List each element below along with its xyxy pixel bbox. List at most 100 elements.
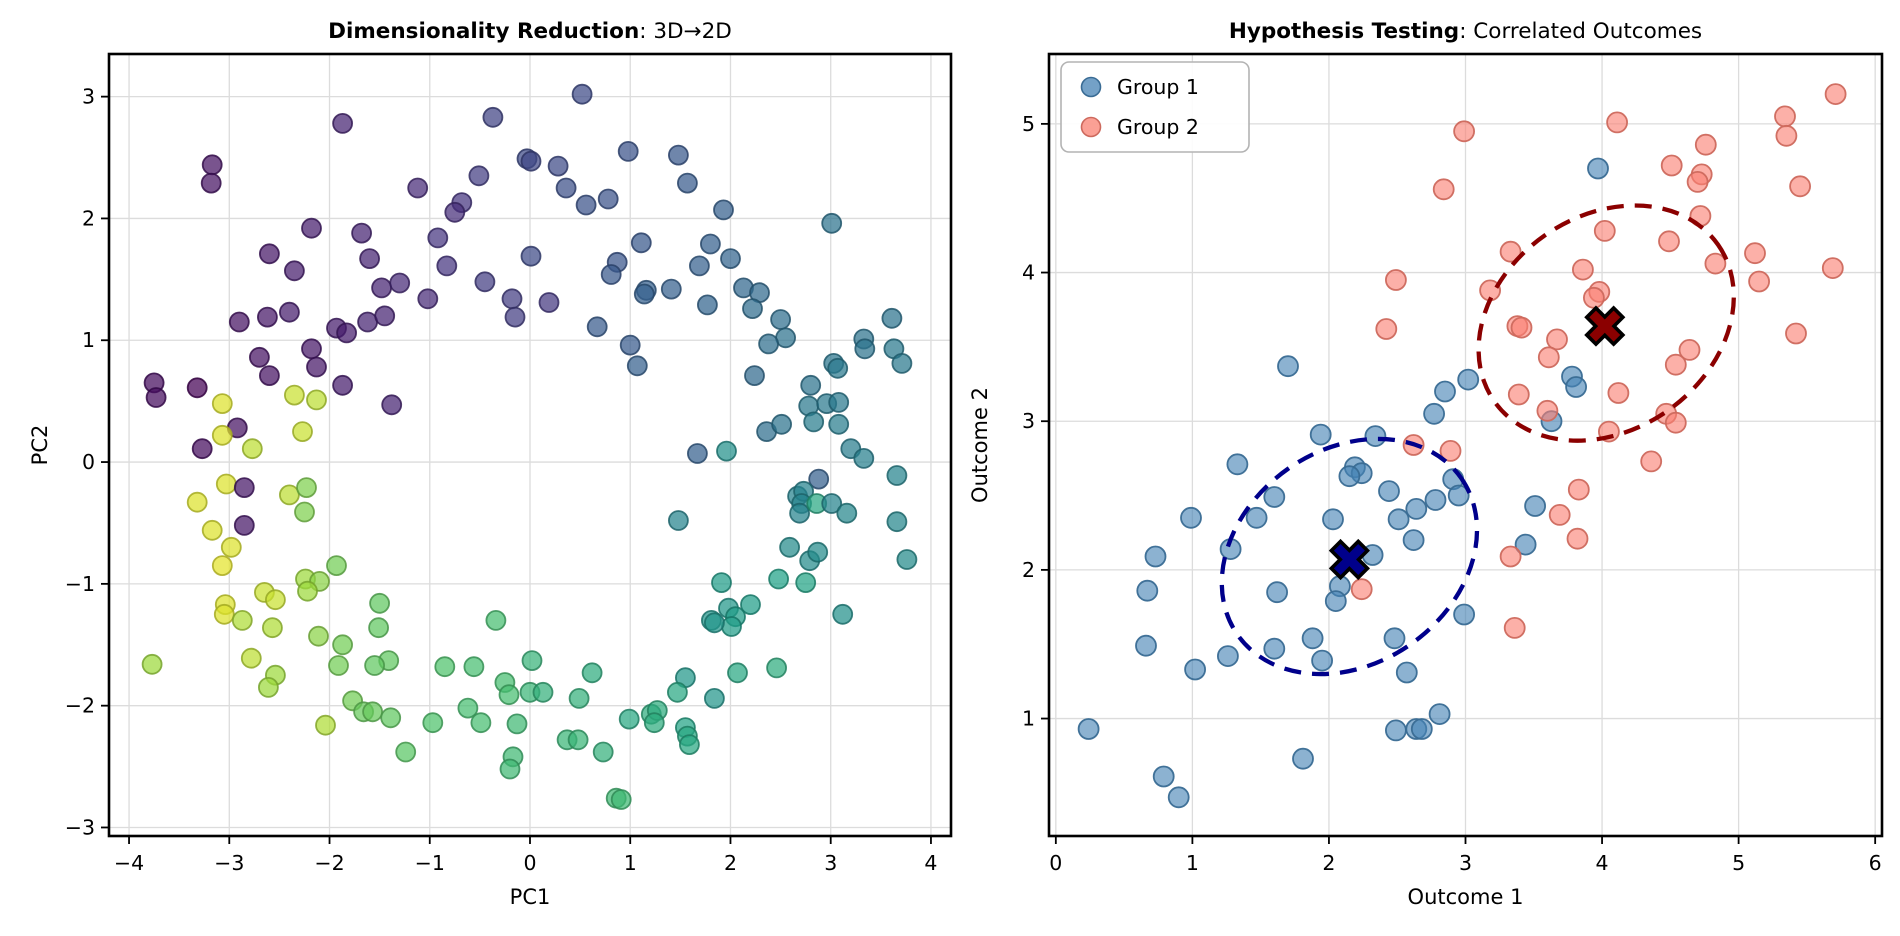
scatter-point: [521, 650, 543, 671]
scatter-point: [1704, 252, 1727, 275]
scatter-point: [1338, 465, 1361, 488]
scatter-point: [1664, 411, 1687, 434]
scatter-point: [1658, 230, 1680, 253]
scatter-point: [617, 140, 639, 162]
scatter-point: [828, 391, 850, 413]
scatter-point: [1292, 747, 1314, 770]
scatter-point: [1395, 661, 1418, 684]
scatter-point: [758, 333, 779, 355]
scatter-point: [742, 298, 763, 320]
scatter-point: [306, 389, 327, 411]
scatter-point: [538, 292, 560, 313]
scatter-point: [1324, 590, 1347, 612]
scatter-point: [1217, 645, 1239, 667]
scatter-point: [145, 387, 167, 408]
scatter-point: [1567, 478, 1590, 501]
scatter-point: [1263, 637, 1286, 660]
scatter-point: [308, 625, 329, 647]
scatter-point: [1744, 242, 1766, 265]
x-tick-label: 1: [1186, 851, 1199, 875]
scatter-point: [1678, 338, 1701, 361]
scatter-point: [1277, 355, 1299, 378]
scatter-point: [1387, 508, 1410, 531]
scatter-point: [660, 278, 682, 300]
scatter-point: [1537, 346, 1560, 369]
group2-mean-x-icon: [1584, 305, 1626, 347]
x-tick-label: −4: [114, 851, 144, 875]
scatter-point: [498, 684, 520, 706]
scatter-point: [689, 255, 710, 277]
scatter-point: [258, 365, 280, 387]
scatter-point: [434, 656, 456, 678]
scatter-point: [381, 394, 403, 416]
scatter-point: [369, 592, 391, 614]
scatter-point: [1423, 402, 1445, 425]
scatter-point: [201, 154, 223, 176]
scatter-point: [1432, 178, 1455, 201]
scatter-point: [1301, 627, 1324, 650]
x-tick-label: 5: [1732, 851, 1745, 875]
scatter-point: [768, 568, 789, 590]
x-axis-label: Outcome 1: [1408, 885, 1524, 909]
scatter-point: [832, 603, 854, 625]
scatter-point: [463, 656, 485, 678]
scatter-point: [896, 549, 918, 570]
scatter-point: [200, 172, 222, 194]
y-tick-label: 2: [1022, 558, 1035, 582]
scatter-point: [643, 712, 665, 734]
scatter-point: [328, 655, 349, 676]
scatter-point: [364, 655, 386, 676]
scatter-point: [485, 610, 507, 631]
scatter-point: [1775, 124, 1798, 147]
scatter-point: [600, 264, 622, 285]
scatter-point: [821, 493, 843, 514]
scatter-point: [231, 610, 253, 631]
x-tick-label: 2: [1322, 851, 1335, 875]
scatter-point: [1694, 133, 1717, 156]
scatter-point: [191, 438, 213, 460]
scatter-point: [1311, 649, 1333, 672]
scatter-point: [1135, 634, 1157, 657]
scatter-point: [380, 707, 402, 729]
scatter-point: [1167, 786, 1190, 809]
scatter-point: [186, 491, 208, 513]
scatter-point: [1385, 269, 1407, 291]
scatter-point: [417, 288, 439, 310]
scatter-point: [201, 519, 223, 541]
group1-mean-x-icon: [1328, 538, 1370, 581]
scatter-point: [315, 714, 336, 736]
scatter-point: [1607, 382, 1630, 404]
scatter-point: [297, 580, 318, 602]
scatter-point: [326, 555, 347, 576]
scatter-point: [501, 288, 523, 310]
scatter-point: [803, 411, 825, 433]
group2-confidence-ellipse: [1476, 203, 1736, 443]
scatter-point: [520, 245, 542, 267]
scatter-point: [571, 83, 593, 105]
scatter-point: [292, 421, 313, 443]
scatter-point: [1536, 399, 1559, 422]
scatter-point: [499, 758, 521, 780]
x-tick-label: 3: [824, 851, 837, 875]
scatter-point: [1583, 286, 1605, 309]
scatter-point: [1410, 718, 1433, 740]
scatter-point: [258, 243, 280, 265]
scatter-point: [468, 165, 490, 187]
scatter-point: [568, 688, 590, 709]
scatter-point: [532, 681, 554, 703]
x-tick-label: 0: [1049, 851, 1062, 875]
scatter-point: [597, 188, 619, 210]
scatter-point: [213, 603, 235, 625]
y-tick-label: 4: [1022, 261, 1035, 285]
scatter-point: [1789, 175, 1811, 198]
scatter-point: [1405, 497, 1428, 520]
scatter-point: [581, 662, 603, 684]
scatter-point: [740, 594, 761, 615]
scatter-point: [374, 305, 396, 327]
legend-label: Group 1: [1117, 75, 1199, 99]
scatter-point: [807, 541, 829, 563]
scatter-point: [633, 283, 655, 305]
y-axis-label: PC2: [28, 425, 52, 466]
scatter-point: [215, 473, 237, 495]
scatter-point: [1263, 486, 1286, 508]
